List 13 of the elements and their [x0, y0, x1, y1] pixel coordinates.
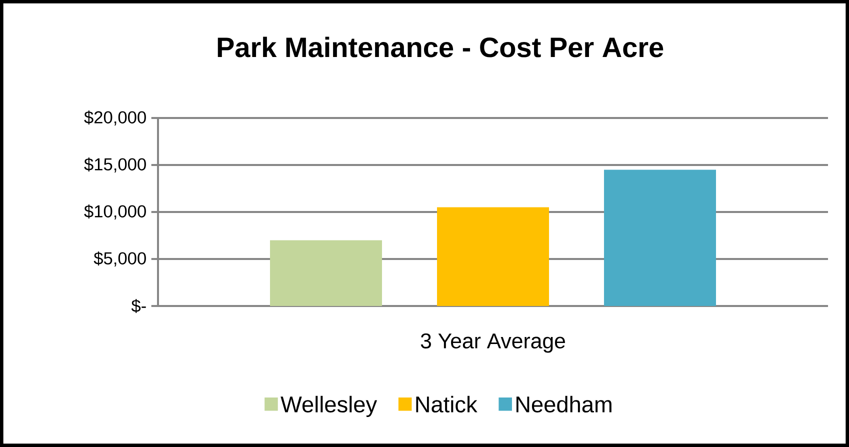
chart-title: Park Maintenance - Cost Per Acre — [218, 36, 664, 58]
legend-label: Wellesley — [280, 396, 378, 417]
legend-label: Needham — [516, 396, 612, 413]
y-tick-label: $20,000 — [84, 110, 146, 126]
y-tick-label: $5,000 — [94, 251, 146, 267]
bar — [604, 170, 716, 306]
bar — [437, 207, 550, 306]
x-tick-label: 3 Year Average — [420, 333, 565, 353]
y-tick-label: $10,000 — [84, 204, 146, 220]
y-tick-label: $- — [131, 298, 146, 314]
y-tick-label: $15,000 — [84, 157, 146, 173]
bar — [270, 240, 382, 306]
legend-label: Natick — [416, 396, 478, 413]
